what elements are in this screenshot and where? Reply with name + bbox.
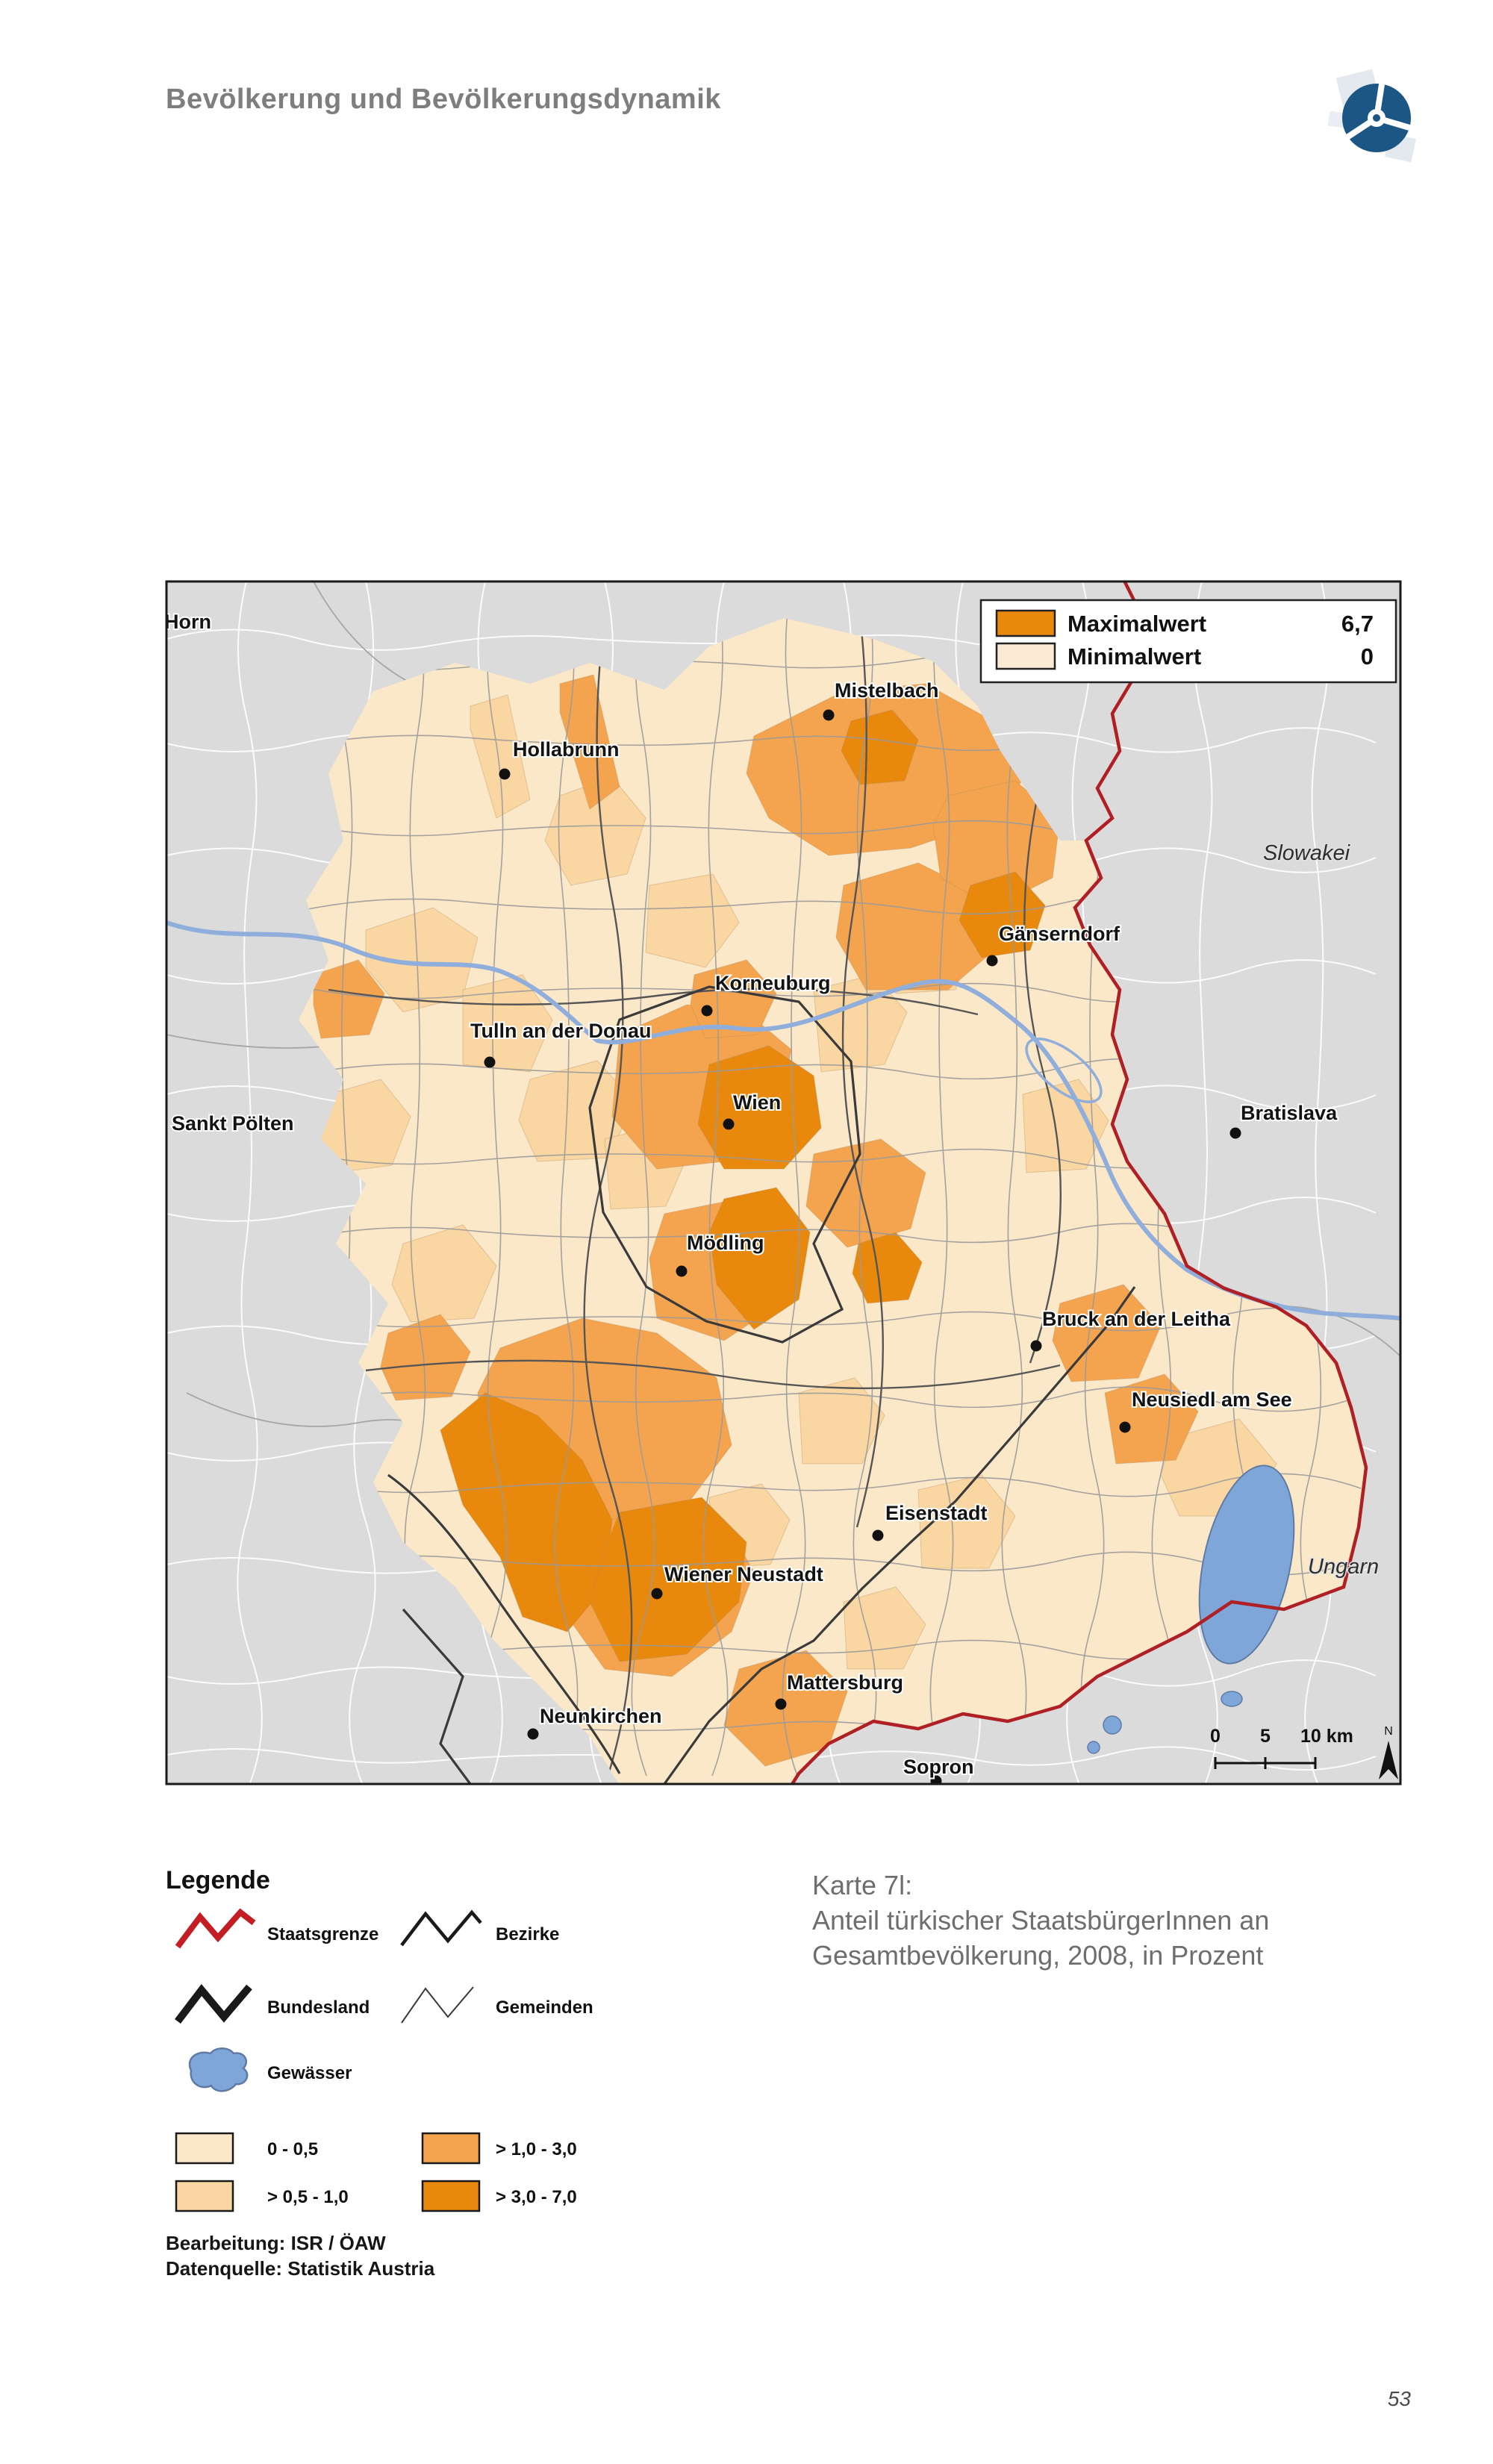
- national-border: [790, 581, 1368, 1784]
- city-label: Hollabrunn: [513, 738, 620, 761]
- city-dot-korneuburg: [701, 1005, 713, 1017]
- city-dot-gaenserndorf: [986, 955, 998, 967]
- danube-island-channel: [1025, 1038, 1103, 1103]
- scale-10km: 10 km: [1300, 1726, 1353, 1747]
- scale-0: 0: [1210, 1726, 1221, 1747]
- city-dot-eisenstadt: [872, 1529, 884, 1541]
- danube-river: [166, 920, 1400, 1320]
- city-label: Neusiedl am See: [1132, 1388, 1292, 1411]
- city-label: Horn: [164, 611, 211, 633]
- bezirke-line-icon: [396, 1905, 485, 1958]
- city-dots: [149, 640, 1241, 1784]
- credits-line2: Datenquelle: Statistik Austria: [166, 2257, 435, 2280]
- caption-line3: Gesamtbevölkerung, 2008, in Prozent: [812, 1940, 1264, 1971]
- city-dot-sankt-poelten: [149, 1151, 160, 1162]
- country-label: Slowakei: [1263, 841, 1351, 865]
- city-label: Mattersburg: [787, 1671, 903, 1694]
- bundesland-line-icon: [172, 1980, 261, 2033]
- choropleth-map: Horn Hollabrunn Mistelbach Korneuburg Gä…: [142, 572, 1402, 1785]
- globe-logo-icon: [1327, 69, 1416, 163]
- min-value: 0: [1361, 643, 1374, 670]
- city-dot-neunkirchen: [527, 1728, 539, 1740]
- city-label: Sankt Pölten: [172, 1112, 294, 1135]
- gemeinden-line-icon: [396, 1980, 485, 2033]
- city-label: Mödling: [687, 1232, 764, 1254]
- city-label: Bruck an der Leitha: [1042, 1308, 1231, 1330]
- pond: [1221, 1691, 1243, 1707]
- legend-label-gewaesser: Gewässer: [267, 2063, 352, 2083]
- state-borders: [387, 985, 1136, 1784]
- logo-hub-inner: [1373, 114, 1380, 122]
- min-swatch: [995, 642, 1056, 670]
- caption-line2: Anteil türkischer StaatsbürgerInnen an: [812, 1905, 1270, 1936]
- page-number: 53: [1387, 2387, 1411, 2410]
- city-dot-mistelbach: [823, 709, 835, 721]
- map-frame: [165, 580, 1402, 1785]
- north-arrow: N: [1379, 1725, 1398, 1780]
- gewaesser-icon: [170, 2044, 254, 2104]
- staatsgrenze-line-icon: [172, 1905, 261, 1958]
- max-swatch: [995, 609, 1056, 637]
- city-label: Gänserndorf: [999, 923, 1120, 945]
- min-label: Minimalwert: [1067, 643, 1201, 670]
- city-label: Wiener Neustadt: [664, 1563, 823, 1585]
- city-dot-hollabrunn: [499, 768, 511, 780]
- city-label: Mistelbach: [835, 679, 939, 702]
- credits-line1: Bearbeitung: ISR / ÖAW: [166, 2232, 386, 2254]
- legend-label-class3: > 1,0 - 3,0: [496, 2139, 577, 2159]
- legend-label-class1: 0 - 0,5: [267, 2139, 319, 2159]
- city-label: Wien: [733, 1091, 781, 1114]
- scale-bar: 0 5 10 km: [1210, 1726, 1353, 1769]
- legend-label-class4: > 3,0 - 7,0: [496, 2187, 577, 2207]
- map-caption: Karte 7l: Anteil türkischer Staatsbürger…: [812, 1868, 1424, 1973]
- pond: [1103, 1715, 1122, 1735]
- city-label: Tulln an der Donau: [470, 1020, 652, 1042]
- city-label: Neunkirchen: [540, 1705, 662, 1727]
- page-title: Bevölkerung und Bevölkerungsdynamik: [166, 84, 721, 115]
- country-label: Ungarn: [1308, 1555, 1379, 1579]
- legend-label-gemeinden: Gemeinden: [496, 1997, 593, 2018]
- city-dot-moedling: [676, 1265, 688, 1277]
- class4-swatch: [421, 2180, 481, 2216]
- city-dot-mattersburg: [775, 1698, 787, 1710]
- city-label: Bratislava: [1241, 1102, 1338, 1124]
- pond: [1087, 1741, 1100, 1754]
- city-label: Korneuburg: [715, 972, 831, 994]
- max-value: 6,7: [1341, 611, 1374, 637]
- institute-logo: [1327, 69, 1426, 172]
- city-label: Eisenstadt: [885, 1502, 988, 1524]
- class1-swatch: [175, 2132, 234, 2168]
- legend-label-class2: > 0,5 - 1,0: [267, 2187, 349, 2207]
- minmax-legend-box: Maximalwert 6,7 Minimalwert 0: [979, 599, 1397, 684]
- city-dot-bratislava: [1229, 1127, 1241, 1139]
- north-label: N: [1384, 1725, 1393, 1738]
- legend-label-staatsgrenze: Staatsgrenze: [267, 1924, 379, 1944]
- class2-swatch: [175, 2180, 234, 2216]
- legend-label-bundesland: Bundesland: [267, 1997, 370, 2018]
- legend-label-bezirke: Bezirke: [496, 1924, 560, 1944]
- credits-block: Bearbeitung: ISR / ÖAW Datenquelle: Stat…: [166, 2230, 434, 2281]
- city-dot-tulln: [484, 1056, 496, 1068]
- max-label: Maximalwert: [1067, 611, 1206, 637]
- north-arrow-icon: [1379, 1741, 1398, 1780]
- city-dot-sopron: [930, 1775, 942, 1784]
- city-label: Sopron: [903, 1756, 974, 1778]
- lake-neusiedl: [1198, 1465, 1295, 1665]
- city-dot-wien: [723, 1118, 735, 1130]
- legend-title: Legende: [166, 1866, 270, 1894]
- class3-swatch: [421, 2132, 481, 2168]
- scale-5: 5: [1260, 1726, 1271, 1747]
- city-dot-wiener-neustadt: [651, 1588, 663, 1600]
- logo-ghost-shape: [1327, 110, 1347, 128]
- caption-line1: Karte 7l:: [812, 1870, 913, 1900]
- city-dot-neusiedl: [1119, 1421, 1131, 1433]
- city-dot-bruck: [1030, 1340, 1042, 1352]
